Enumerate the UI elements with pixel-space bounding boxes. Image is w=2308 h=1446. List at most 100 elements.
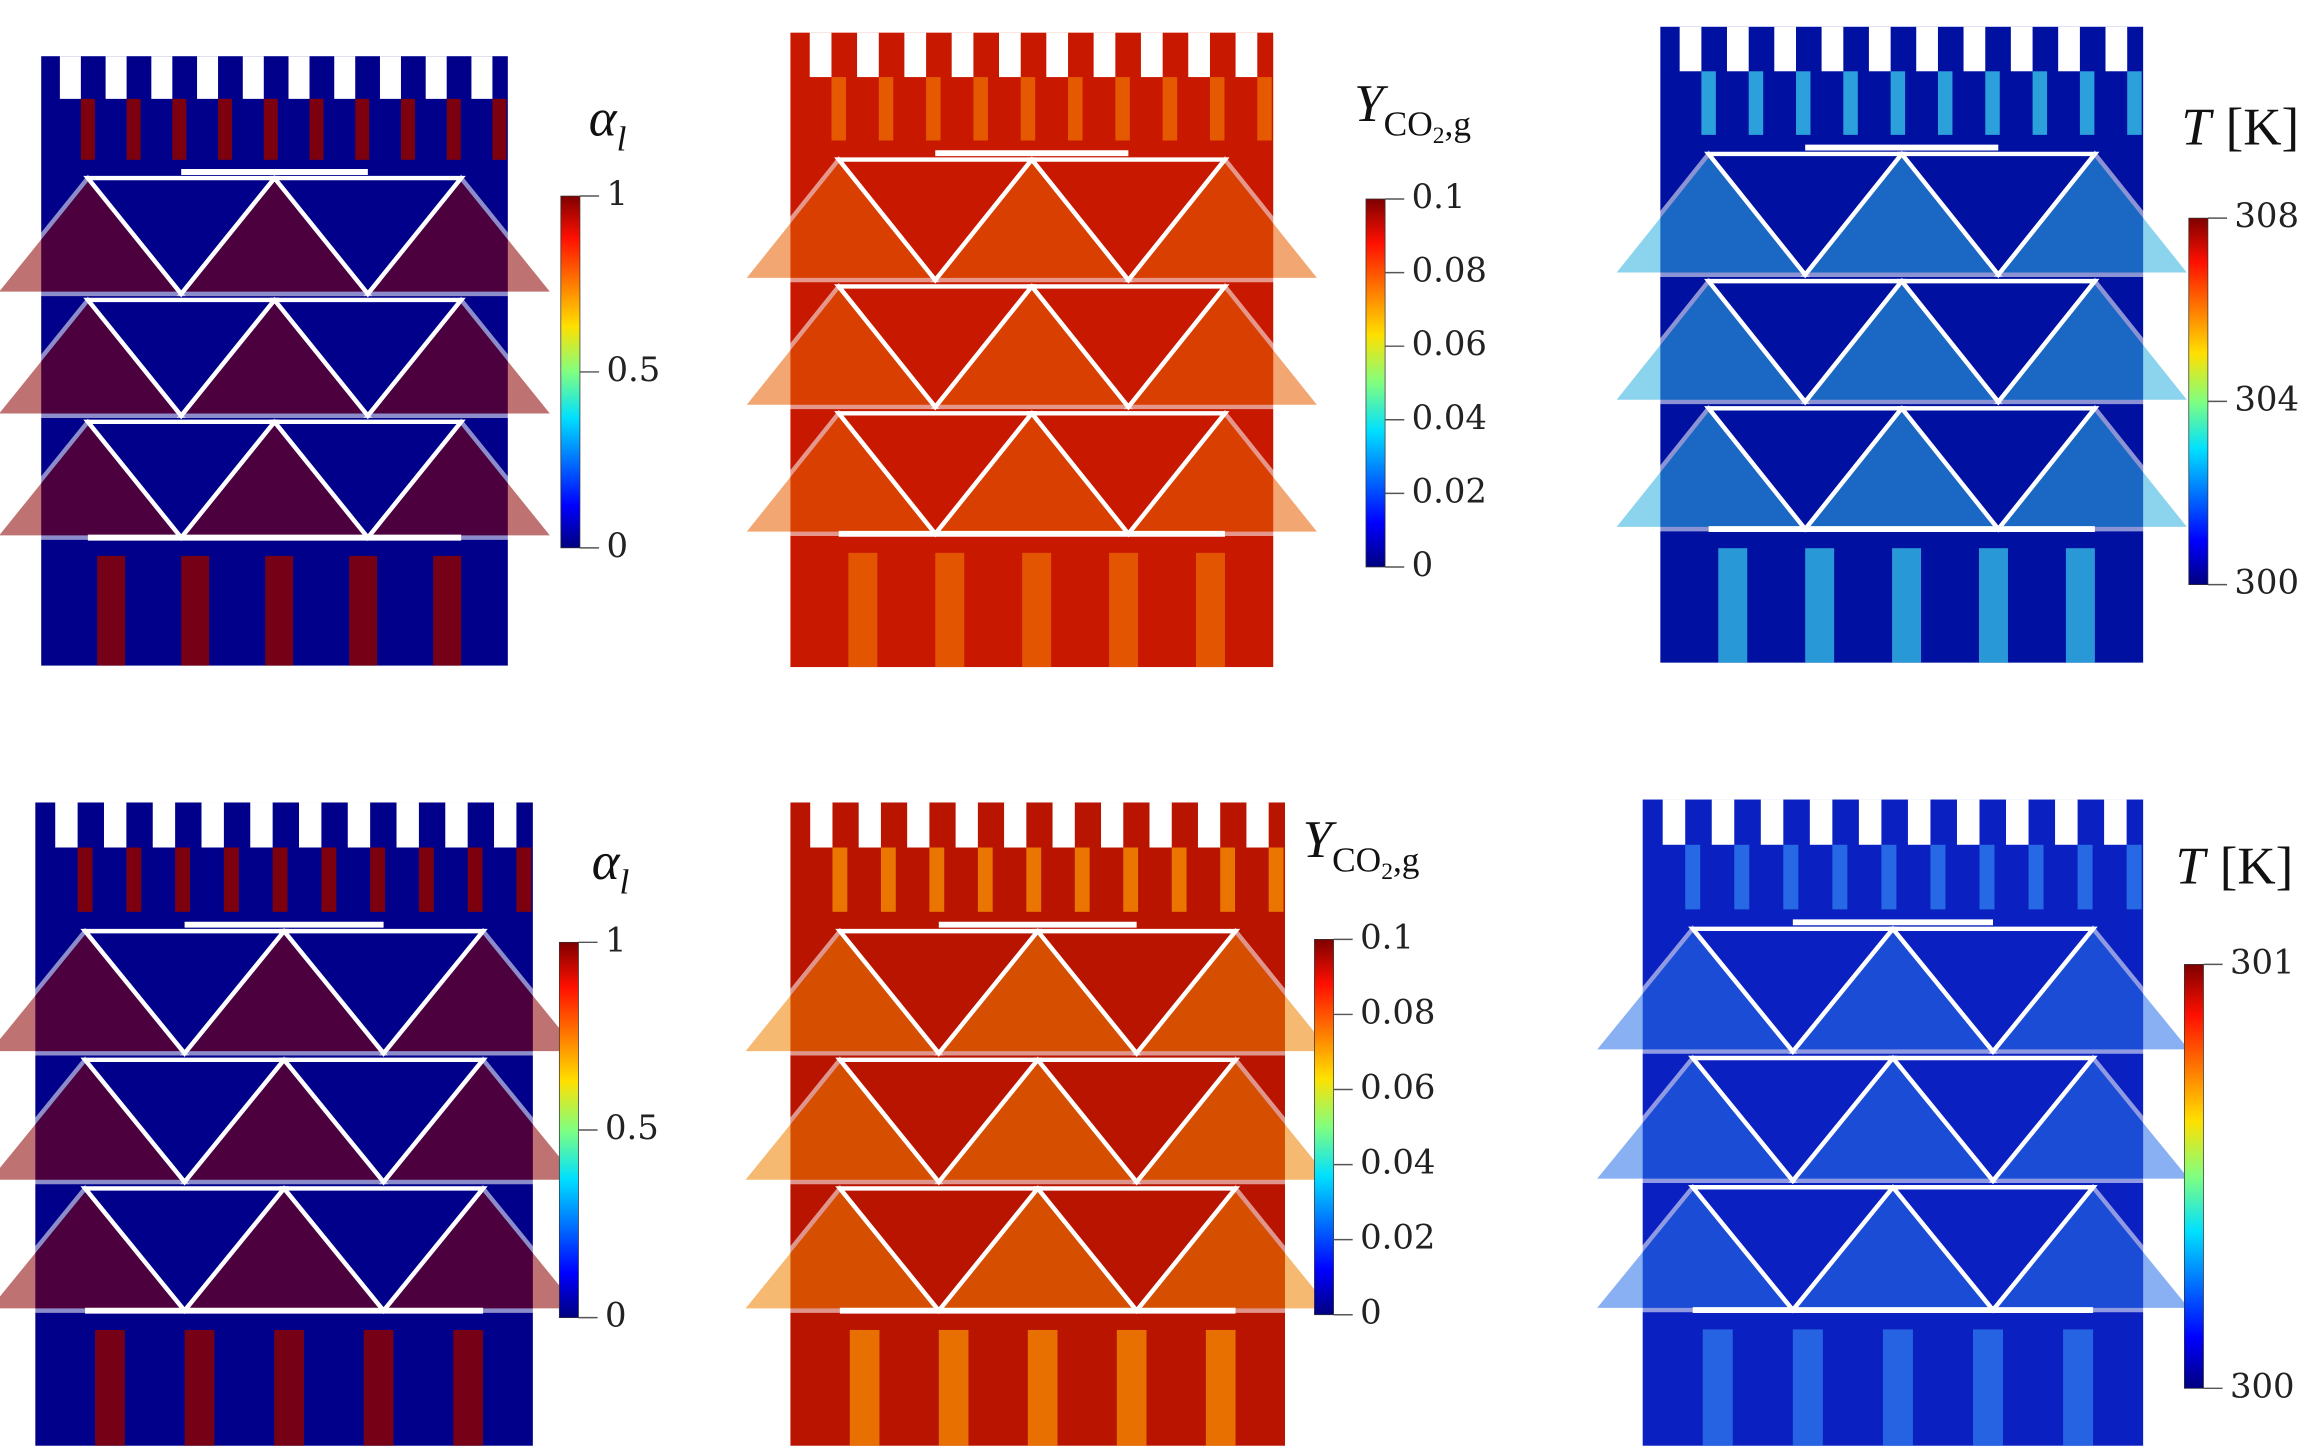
fin-gap [288,56,310,99]
triangle [1033,1057,1241,1186]
panel: 0 0.5 1 αl [0,802,659,1446]
channel [1068,77,1083,141]
fin-gap [2058,26,2080,72]
colorbar-tick-label: 0 [1360,1293,1382,1332]
panel: 0 0.02 0.04 0.06 0.08 0.1 YCO2,g [737,32,1487,668]
outlet [265,555,294,666]
fin-gap [1868,26,1891,72]
colorbar-title: YCO2,g [1303,811,1420,885]
triangle [1897,278,2100,406]
fin-gap [425,56,447,99]
triangle [83,419,280,542]
colorbar-title: T [K] [2181,99,2299,157]
title-symbol: α [592,833,621,891]
fin-gap [1858,799,1882,845]
fin-gap [151,56,173,99]
triangle [1888,1185,2098,1314]
fin-gap [59,56,81,99]
channel [467,847,483,912]
fin-gap [396,802,419,848]
channel [1171,847,1187,912]
channel [1783,844,1799,910]
colorbar-tick-label: 0.02 [1360,1218,1435,1257]
fin-gap [1101,802,1124,848]
fin-gap [105,56,127,99]
fin-gap [810,802,833,848]
outlet [1882,1329,1913,1446]
channel [929,847,945,912]
fin-gap [1809,799,1833,845]
outlet [935,552,965,668]
fin-gap [1679,26,1702,72]
outlet [1116,1329,1147,1446]
outlet [1892,548,1922,663]
triangle [1688,926,1898,1056]
triangle [1027,284,1230,411]
outlet [1978,548,2008,663]
fin-gap [951,32,974,78]
colorbar-tick-label: 0.04 [1412,398,1487,437]
colorbar-tick-label: 1 [605,920,627,959]
colorbar [1365,198,1386,568]
outlet [95,1329,125,1446]
colorbar-title: αl [592,833,630,902]
channel [218,98,233,160]
channel [1020,77,1036,141]
triangle [1897,406,2100,533]
fin-gap [809,32,832,78]
fin-gap [152,802,176,848]
channel [272,847,288,912]
channel [1257,77,1272,141]
channel [370,847,386,912]
outlet [97,555,126,666]
colorbar-tick-label: 0 [606,526,628,565]
colorbar-tick-label: 0.08 [1412,251,1487,290]
channel [175,847,191,912]
outlet [184,1329,215,1446]
triangle [1888,1055,2098,1185]
fin-gap [1235,32,1258,78]
outlet [1805,548,1835,663]
fin-gap [1726,26,1749,72]
title-subscript-tail: ,g [1444,105,1470,144]
colorbar-tick-label: 0.04 [1360,1143,1435,1182]
fin-gap [1149,802,1172,848]
fin-gap [197,56,219,99]
fin-gap [201,802,224,848]
fin-gap [1711,799,1735,845]
colorbar-tick-label: 300 [2230,1366,2295,1405]
channel [321,847,337,912]
outlet [1972,1329,2004,1446]
fin-gap [1140,32,1163,78]
fin-gap [1821,26,1844,72]
colorbar [2188,217,2209,586]
title-symbol: T [2176,837,2209,895]
triangle [1033,1186,1241,1315]
outlet [453,1329,484,1446]
fin-gap [242,56,264,99]
triangle [1888,926,2098,1056]
channel [878,77,894,141]
fin-gap [1046,32,1069,78]
panel: 0 0.5 1 αl [0,56,660,666]
channel [223,847,239,912]
channel [1701,71,1716,135]
colorbar-tick-label: 0.08 [1360,992,1435,1031]
channel [355,98,370,160]
colorbar-tick-label: 0.06 [1360,1068,1435,1107]
fin-gap [379,56,401,99]
triangle [835,1057,1043,1186]
colorbar-tick-label: 0.1 [1360,917,1414,956]
fin-gap [55,802,78,848]
fin-gap [857,32,879,78]
fin-gap [904,32,927,78]
colorbar [1314,939,1334,1316]
channel [172,98,187,160]
channel [926,77,941,141]
fin-gap [1662,799,1686,845]
channel [1162,77,1178,141]
colorbar-tick-label: 0.02 [1412,471,1487,510]
title-subscript-index: 2 [1433,123,1445,149]
triangle [1027,157,1230,284]
triangle [80,928,289,1057]
